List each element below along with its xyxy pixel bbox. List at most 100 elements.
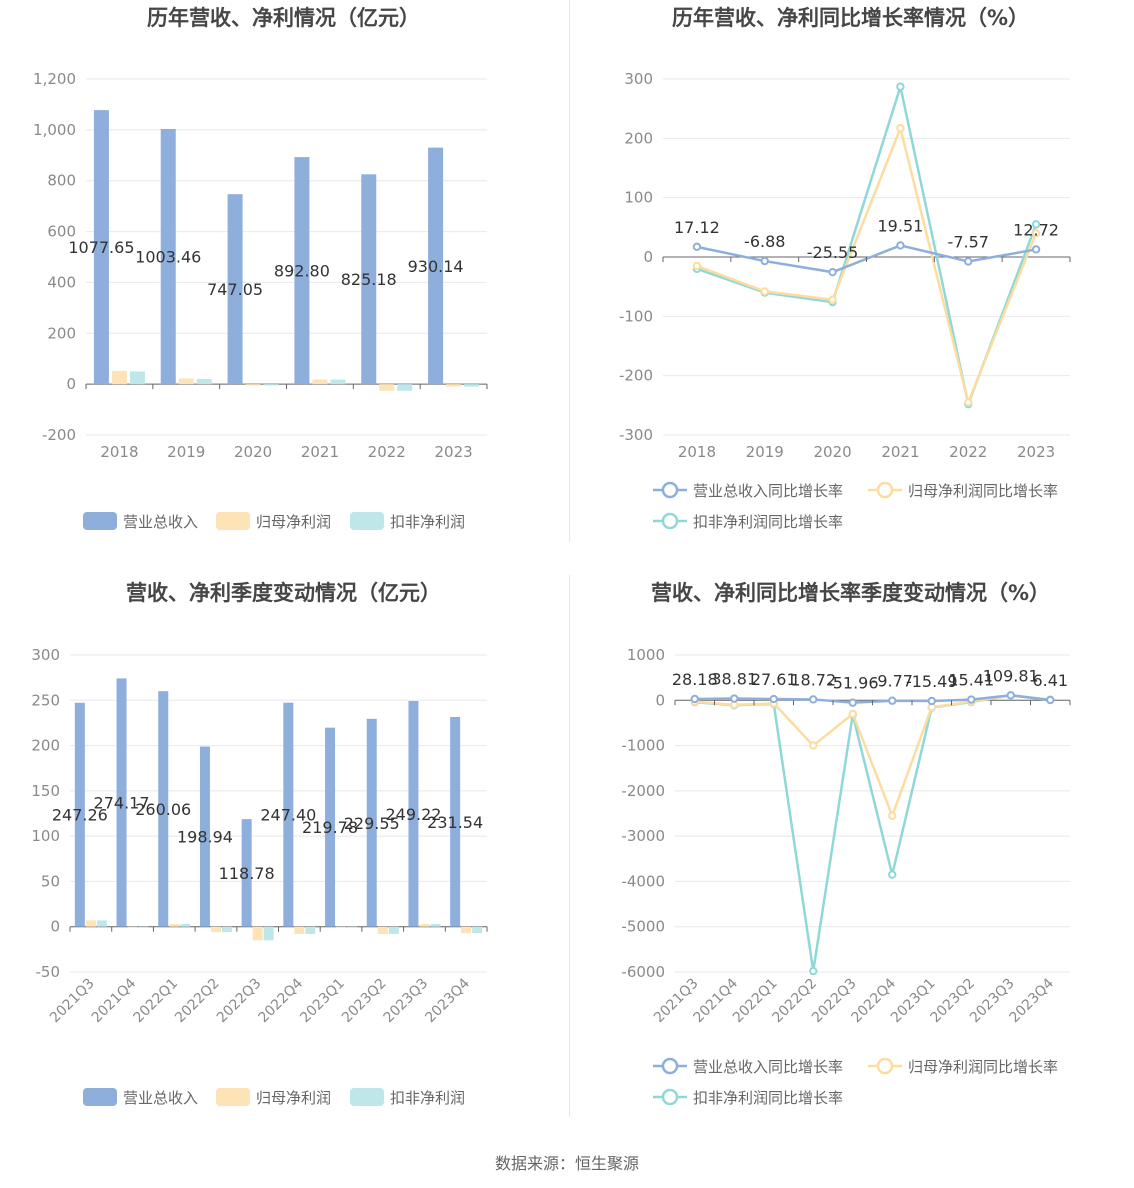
- bar: [96, 920, 107, 927]
- bar: [430, 923, 441, 927]
- y-tick-label: 300: [624, 70, 653, 88]
- bar: [178, 378, 194, 385]
- legend-label: 扣非净利润: [390, 1089, 465, 1107]
- quarterly-growth-chart: -6000-5000-4000-3000-2000-1000010002021Q…: [621, 646, 1071, 1107]
- x-tick-label: 2022Q4: [256, 975, 307, 1026]
- quarterly-revenue-chart-panel: 营收、净利季度变动情况（亿元） -50 0 50 100 150 200 250 300 202…: [0, 575, 567, 1150]
- point-marker: [888, 696, 897, 705]
- point-data-label: 19.51: [878, 216, 924, 235]
- legend-label: 扣非净利润同比增长率: [693, 513, 843, 531]
- point-marker: [927, 696, 936, 706]
- legend-marker: [661, 1057, 679, 1075]
- y-tick-label: -2000: [621, 782, 665, 800]
- point-marker: [1046, 695, 1055, 705]
- bar: [428, 147, 444, 385]
- bar: [336, 926, 347, 928]
- legend-swatch: [350, 1088, 384, 1106]
- bar: [305, 926, 316, 934]
- x-tick-label: 2020: [813, 443, 851, 461]
- bar-data-label: 198.94: [177, 828, 233, 847]
- bar: [129, 371, 145, 385]
- bar: [127, 926, 138, 928]
- bar: [196, 379, 212, 385]
- point-marker: [967, 695, 976, 704]
- bar: [461, 926, 472, 934]
- bar: [312, 379, 328, 385]
- bar: [138, 926, 149, 928]
- point-data-label: -6.88: [744, 232, 785, 251]
- bar: [388, 926, 399, 934]
- bar: [158, 691, 169, 927]
- series-line: [694, 694, 1051, 972]
- x-tick-label: 2019: [167, 443, 205, 461]
- chart-title: 历年营收、净利情况（亿元）: [147, 6, 420, 30]
- x-tick-label: 2023: [1017, 443, 1055, 461]
- bar: [241, 819, 252, 927]
- bar: [85, 920, 96, 927]
- point-marker: [1031, 220, 1041, 229]
- data-source-note: 数据来源：恒生聚源: [494, 1154, 639, 1173]
- point-data-label: 28.18: [672, 670, 718, 689]
- point-marker: [760, 256, 769, 266]
- x-tick-label: 2021: [881, 443, 919, 461]
- legend-label: 营业总收入: [123, 513, 198, 531]
- legend-swatch: [216, 1088, 250, 1106]
- legend-label: 营业总收入同比增长率: [693, 482, 843, 500]
- bar: [361, 174, 377, 385]
- bar: [330, 379, 346, 385]
- y-tick-label: -6000: [621, 963, 665, 981]
- point-marker: [809, 966, 818, 976]
- point-marker: [964, 398, 973, 407]
- y-tick-label: 250: [31, 691, 60, 709]
- bar: [210, 926, 221, 933]
- panel-divider: [569, 575, 570, 1117]
- point-marker: [692, 261, 702, 271]
- bar-data-label: 930.14: [408, 257, 464, 276]
- y-tick-label: -50: [36, 963, 61, 981]
- x-tick-label: 2022Q3: [214, 976, 265, 1027]
- legend-label: 扣非净利润同比增长率: [693, 1089, 843, 1107]
- point-data-label: -7.57: [948, 232, 989, 251]
- legend-marker: [876, 1057, 894, 1075]
- bar: [450, 717, 461, 927]
- bar: [252, 926, 263, 941]
- y-tick-label: -4000: [621, 872, 665, 890]
- bar: [199, 746, 210, 927]
- y-tick-label: 1,200: [33, 70, 76, 88]
- y-tick-label: 300: [31, 646, 60, 664]
- bar: [283, 702, 294, 927]
- bar: [294, 157, 310, 385]
- point-data-label: 6.41: [1032, 671, 1068, 690]
- x-tick-label: 2023Q4: [422, 975, 473, 1026]
- y-tick-label: 200: [624, 129, 653, 147]
- point-data-label: 109.81: [983, 666, 1039, 685]
- x-tick-label: 2020: [234, 443, 272, 461]
- bar: [379, 384, 395, 391]
- legend-label: 扣非净利润: [390, 513, 465, 531]
- point-marker: [809, 741, 818, 750]
- bar: [294, 926, 305, 934]
- point-marker: [888, 811, 897, 820]
- point-data-label: 38.81: [711, 670, 757, 689]
- annual-revenue-chart-panel: 历年营收、净利情况（亿元） -200 0 200 400 600 800 1,000 1,20…: [0, 0, 567, 575]
- bar-data-label: 219.78: [302, 818, 358, 837]
- bar-data-label: 229.55: [344, 814, 400, 833]
- y-tick-label: 400: [47, 273, 76, 291]
- legend-swatch: [216, 512, 250, 530]
- y-tick-label: 0: [643, 248, 653, 266]
- quarterly-growth-chart-panel: 营收、净利同比增长率季度变动情况（%） -6000 -5000 -4000 -3000…: [567, 575, 1134, 1150]
- legend-marker: [661, 481, 679, 499]
- x-tick-label: 2023Q2: [339, 976, 390, 1027]
- bar-data-label: 747.05: [207, 280, 263, 299]
- y-tick-label: 200: [47, 324, 76, 342]
- bar-data-label: 231.54: [427, 813, 483, 832]
- point-marker: [896, 124, 905, 133]
- y-tick-label: 0: [66, 375, 76, 393]
- point-marker: [769, 694, 778, 704]
- x-tick-label: 2021Q3: [47, 976, 98, 1027]
- bar: [377, 926, 388, 934]
- bar-data-label: 1077.65: [68, 238, 134, 257]
- x-tick-label: 2022Q1: [130, 976, 181, 1027]
- chart-title: 营收、净利季度变动情况（亿元）: [126, 581, 441, 605]
- point-marker: [809, 695, 818, 704]
